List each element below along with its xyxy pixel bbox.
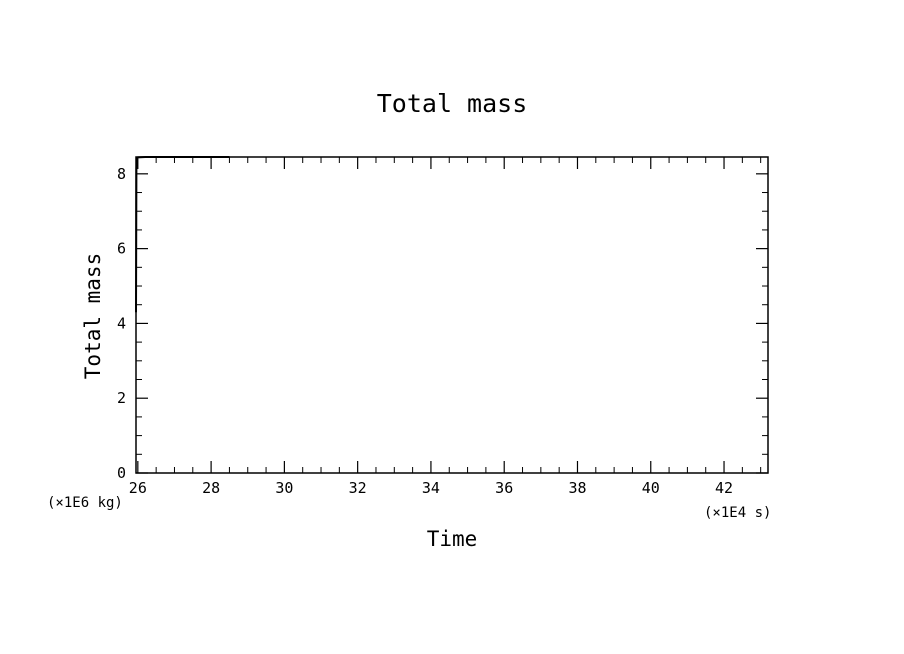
y-tick-label: 2	[117, 389, 126, 407]
x-axis-label: Time	[427, 527, 478, 551]
x-tick-label: 34	[422, 479, 440, 497]
y-tick-label: 0	[117, 464, 126, 482]
series-line	[135, 156, 230, 313]
x-tick-label: 36	[495, 479, 513, 497]
x-unit-label: (×1E4 s)	[704, 505, 771, 521]
x-tick-label: 28	[202, 479, 220, 497]
chart-title: Total mass	[377, 89, 528, 118]
plot-frame	[135, 156, 769, 474]
y-tick-label: 4	[117, 314, 126, 332]
y-tick-label: 8	[117, 165, 126, 183]
y-unit-label: (×1E6 kg)	[47, 495, 123, 511]
axis-ticks: 26 28 30 32 34 36 38 40 42 0 2 4 6 8	[117, 157, 768, 497]
y-axis-label: Total mass	[81, 253, 105, 379]
x-tick-label: 38	[568, 479, 586, 497]
x-tick-label: 40	[642, 479, 660, 497]
series-layer	[135, 156, 230, 313]
x-tick-label: 32	[349, 479, 367, 497]
x-tick-label: 42	[715, 479, 733, 497]
x-tick-label: 30	[275, 479, 293, 497]
y-tick-label: 6	[117, 240, 126, 258]
x-tick-label: 26	[129, 479, 147, 497]
